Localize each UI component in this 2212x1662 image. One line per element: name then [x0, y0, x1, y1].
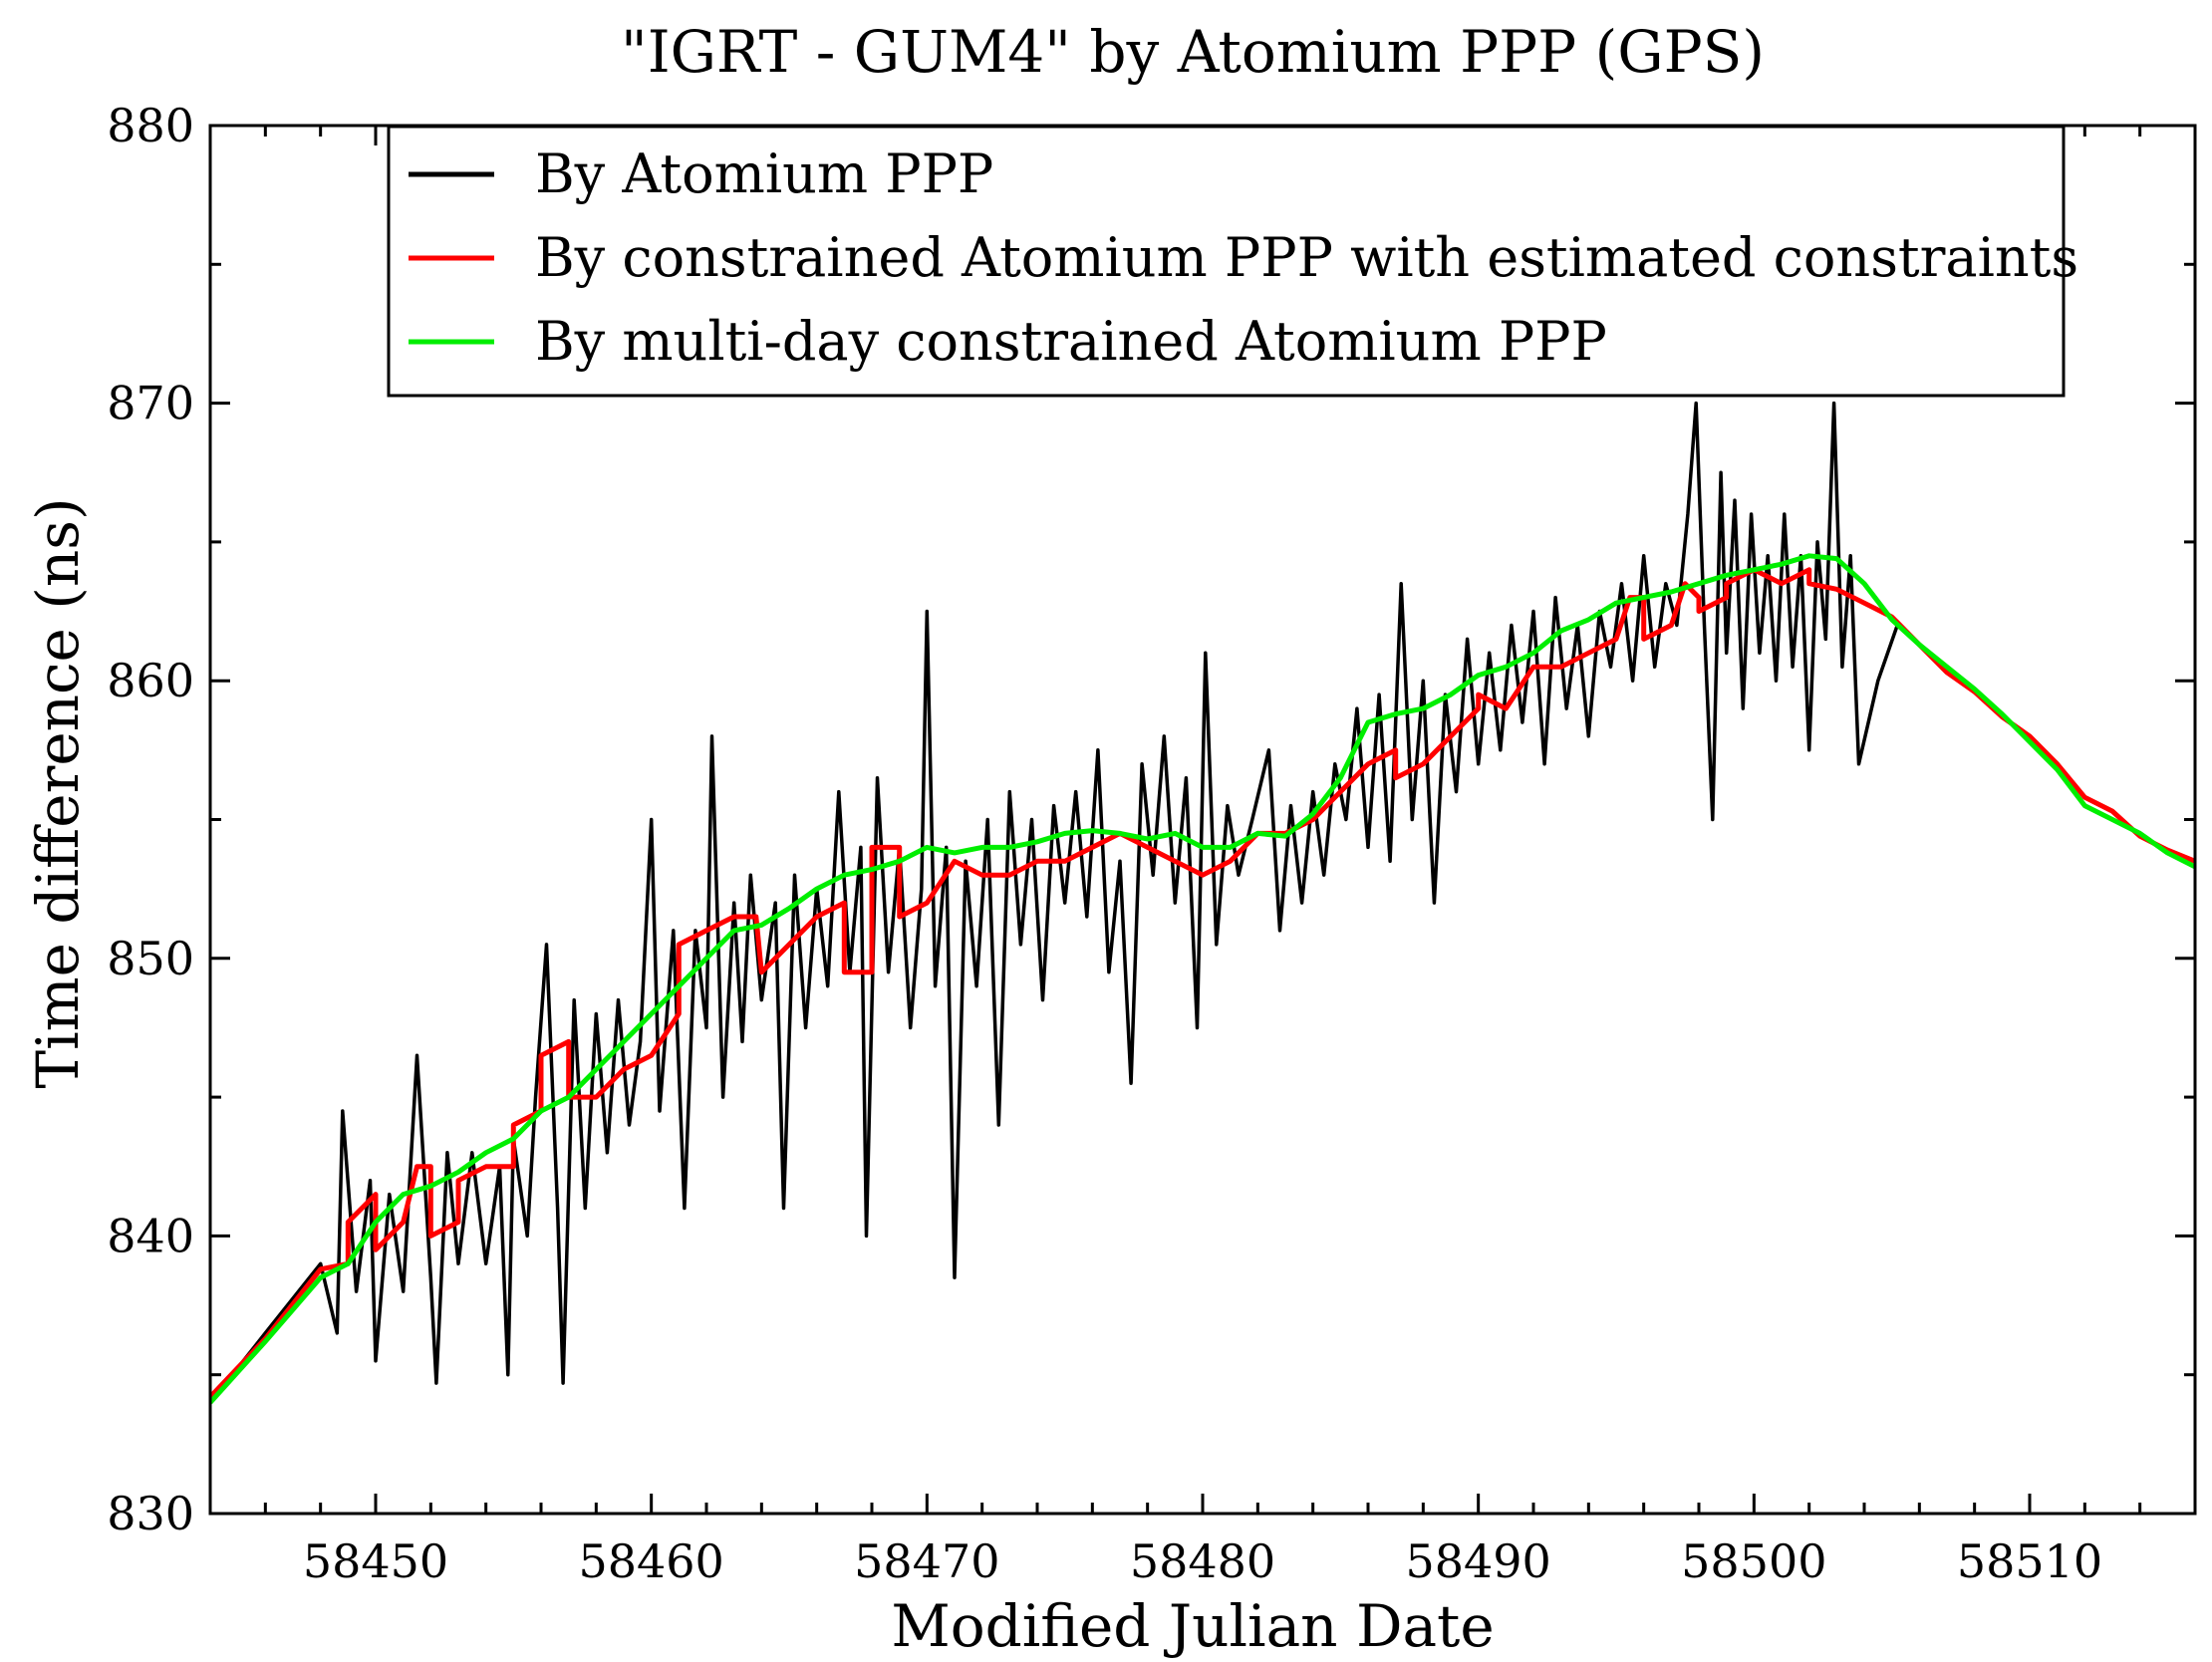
series-line-1: [210, 401, 1899, 1404]
x-tick-label: 58480: [1130, 1534, 1275, 1588]
series-line-2: [210, 567, 2195, 1399]
y-tick-label: 840: [107, 1209, 194, 1262]
x-tick-label: 58500: [1681, 1534, 1826, 1588]
legend-label-2: By constrained Atomium PPP with estimate…: [535, 226, 2078, 289]
x-tick-label: 58450: [303, 1534, 448, 1588]
y-tick-label: 880: [107, 99, 194, 152]
y-tick-label: 850: [107, 932, 194, 985]
x-axis-label: Modified Julian Date: [891, 1592, 1494, 1658]
legend-label-1: By Atomium PPP: [535, 142, 993, 205]
y-tick-label: 830: [107, 1487, 194, 1540]
x-tick-label: 58470: [854, 1534, 999, 1588]
x-axis-ticks: 58450 58460 58470 58480 58490 58500 58510: [208, 126, 2197, 1588]
plot-series: [210, 401, 2195, 1405]
chart-title: "IGRT - GUM4" by Atomium PPP (GPS): [621, 18, 1765, 86]
y-axis-label: Time difference (ns): [24, 497, 92, 1088]
y-axis-ticks: 830 840 850 860 870 880: [107, 99, 2195, 1540]
x-tick-label: 58510: [1957, 1534, 2102, 1588]
legend: By Atomium PPP By constrained Atomium PPP…: [387, 125, 2078, 398]
series-line-3: [210, 553, 2195, 1405]
x-tick-label: 58490: [1405, 1534, 1550, 1588]
legend-label-3: By multi-day constrained Atomium PPP: [535, 310, 1607, 373]
y-tick-label: 870: [107, 377, 194, 430]
x-tick-label: 58460: [578, 1534, 723, 1588]
legend-box: [387, 125, 2066, 398]
y-tick-label: 860: [107, 654, 194, 707]
